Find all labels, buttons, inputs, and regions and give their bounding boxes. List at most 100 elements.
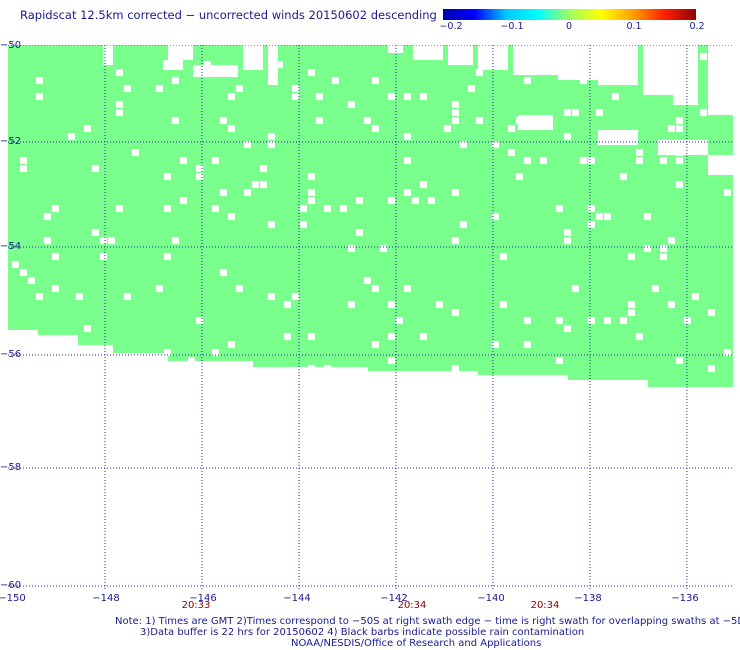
swath-fill <box>8 45 733 387</box>
missing-data-cell <box>588 205 595 212</box>
missing-data-cell <box>420 181 427 188</box>
missing-data-cell <box>188 357 195 364</box>
missing-data-region <box>193 65 238 77</box>
missing-data-cell <box>524 157 531 164</box>
missing-data-cell <box>388 93 395 100</box>
missing-data-region <box>268 45 278 85</box>
missing-data-cell <box>180 157 187 164</box>
missing-data-cell <box>452 365 459 372</box>
missing-data-cell <box>428 197 435 204</box>
missing-data-cell <box>468 85 475 92</box>
colorbar-label: −0.1 <box>500 21 524 32</box>
missing-data-cell <box>172 237 179 244</box>
missing-data-cell <box>380 245 387 252</box>
missing-data-cell <box>76 293 83 300</box>
missing-data-cell <box>396 317 403 324</box>
missing-data-cell <box>268 69 275 76</box>
missing-data-cell <box>332 77 339 84</box>
missing-data-cell <box>212 157 219 164</box>
x-tick-label: −146 <box>189 593 217 604</box>
y-tick-label: −58 <box>0 462 22 473</box>
missing-data-cell <box>308 69 315 76</box>
missing-data-region <box>413 45 443 60</box>
missing-data-cell <box>708 365 715 372</box>
missing-data-cell <box>324 205 331 212</box>
missing-data-cell <box>388 301 395 308</box>
missing-data-cell <box>660 253 667 260</box>
x-tick-label: −140 <box>477 593 505 604</box>
missing-data-cell <box>52 253 59 260</box>
missing-data-cell <box>404 93 411 100</box>
missing-data-cell <box>308 197 315 204</box>
missing-data-cell <box>404 189 411 196</box>
missing-data-cell <box>668 237 675 244</box>
missing-data-cell <box>492 213 499 220</box>
missing-data-cell <box>156 285 163 292</box>
missing-data-region <box>708 155 733 175</box>
missing-data-cell <box>300 221 307 228</box>
x-tick-label: −136 <box>671 593 699 604</box>
missing-data-cell <box>308 173 315 180</box>
colorbar <box>443 9 696 20</box>
missing-data-cell <box>164 173 171 180</box>
missing-data-cell <box>556 357 563 364</box>
missing-data-cell <box>164 205 171 212</box>
missing-data-cell <box>580 157 587 164</box>
y-tick-label: −52 <box>0 136 22 147</box>
missing-data-cell <box>372 77 379 84</box>
missing-data-cell <box>108 237 115 244</box>
missing-data-cell <box>460 221 467 228</box>
missing-data-cell <box>540 157 547 164</box>
missing-data-cell <box>300 373 307 380</box>
missing-data-cell <box>244 141 251 148</box>
missing-data-cell <box>644 213 651 220</box>
missing-data-cell <box>236 85 243 92</box>
missing-data-cell <box>196 165 203 172</box>
missing-data-cell <box>660 245 667 252</box>
wind-swath <box>8 45 733 387</box>
note-line-1: Note: 1) Times are GMT 2)Times correspon… <box>115 616 740 627</box>
missing-data-cell <box>508 125 515 132</box>
missing-data-cell <box>116 101 123 108</box>
missing-data-cell <box>444 125 451 132</box>
missing-data-cell <box>228 341 235 348</box>
x-tick-label: −142 <box>380 593 408 604</box>
missing-data-cell <box>676 157 683 164</box>
y-tick-label: −50 <box>0 40 22 51</box>
missing-data-cell <box>620 133 627 140</box>
missing-data-cell <box>684 317 691 324</box>
map-title: Rapidscat 12.5km corrected − uncorrected… <box>20 8 437 22</box>
missing-data-cell <box>20 269 27 276</box>
missing-data-cell <box>588 317 595 324</box>
missing-data-cell <box>340 205 347 212</box>
missing-data-cell <box>724 349 731 356</box>
missing-data-cell <box>452 101 459 108</box>
missing-data-cell <box>388 333 395 340</box>
missing-data-cell <box>372 285 379 292</box>
missing-data-cell <box>388 357 395 364</box>
missing-data-cell <box>516 173 523 180</box>
missing-data-cell <box>20 157 27 164</box>
missing-data-cell <box>660 157 667 164</box>
missing-data-cell <box>132 149 139 156</box>
x-tick-label: −144 <box>283 593 311 604</box>
missing-data-cell <box>308 365 315 372</box>
missing-data-cell <box>564 109 571 116</box>
missing-data-cell <box>420 333 427 340</box>
missing-data-cell <box>476 117 483 124</box>
missing-data-cell <box>524 77 531 84</box>
missing-data-cell <box>348 101 355 108</box>
missing-data-cell <box>452 109 459 116</box>
y-tick-label: −60 <box>0 580 22 591</box>
missing-data-cell <box>404 133 411 140</box>
missing-data-region <box>598 45 638 85</box>
missing-data-region <box>448 45 473 65</box>
missing-data-cell <box>308 189 315 196</box>
missing-data-cell <box>44 237 51 244</box>
missing-data-region <box>708 45 733 115</box>
missing-data-cell <box>228 213 235 220</box>
missing-data-cell <box>668 77 675 84</box>
missing-data-cell <box>372 125 379 132</box>
colorbar-label: 0 <box>565 21 573 32</box>
missing-data-cell <box>100 237 107 244</box>
